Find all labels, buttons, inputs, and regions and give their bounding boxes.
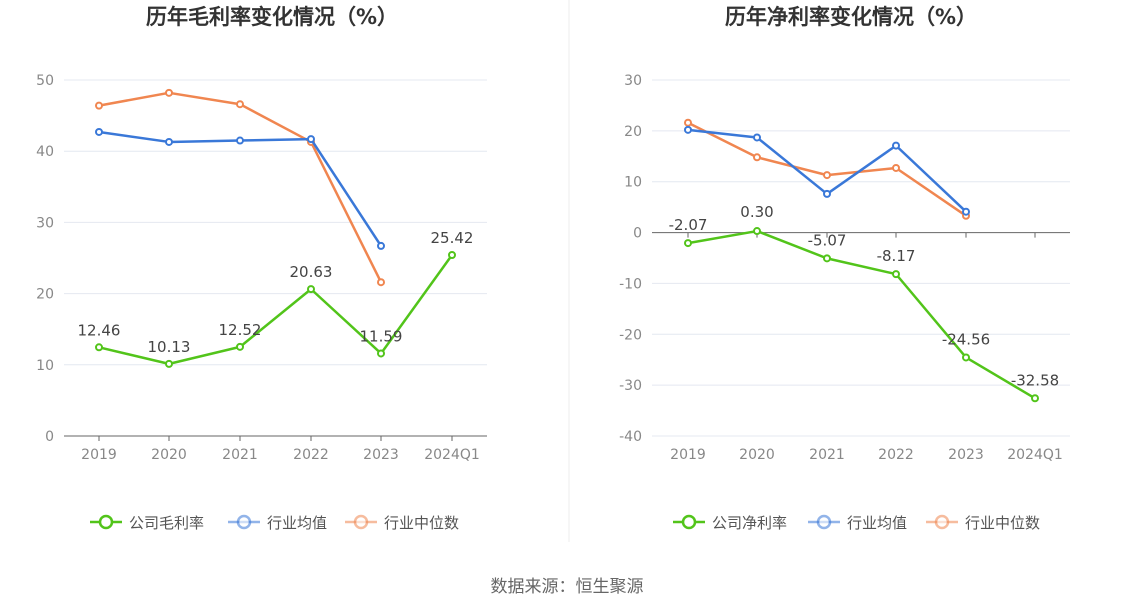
- data-label: 20.63: [290, 263, 333, 281]
- y-tick-label: 20: [624, 124, 642, 140]
- data-point-industry_median: [236, 100, 244, 109]
- series-line-company: [687, 229, 1036, 400]
- legend-marker-icon: [98, 514, 114, 530]
- legend-marker-icon: [353, 514, 369, 530]
- series-line-industry_median: [98, 91, 383, 283]
- data-point-industry_avg: [236, 136, 244, 145]
- data-point-industry_avg: [823, 189, 831, 198]
- data-label: -32.58: [1011, 371, 1059, 389]
- chart-title: 历年净利率变化情况（%）: [725, 5, 977, 29]
- data-point-company: [962, 353, 970, 362]
- data-label: -2.07: [669, 216, 708, 234]
- legend-label: 行业均值: [847, 514, 907, 532]
- data-point-company: [95, 343, 103, 352]
- series-line-company: [98, 254, 454, 366]
- data-point-industry_median: [95, 101, 103, 110]
- data-point-company: [448, 251, 456, 260]
- legend-item-company[interactable]: 公司毛利率: [90, 514, 204, 532]
- x-tick-label: 2024Q1: [1007, 447, 1063, 463]
- x-tick-label: 2022: [878, 447, 914, 463]
- x-tick-label: 2024Q1: [424, 447, 480, 463]
- chart-net-margin: 历年净利率变化情况（%） -40 -30 -20 -10 0 10 20 30 2019 2020 2…: [619, 5, 1070, 532]
- data-point-company: [684, 239, 692, 248]
- legend-label: 公司毛利率: [129, 514, 204, 532]
- data-point-company: [892, 270, 900, 279]
- source-note: 数据来源：恒生聚源: [491, 577, 644, 597]
- y-tick-label: 10: [36, 358, 54, 374]
- legend-item-industry_median[interactable]: 行业中位数: [926, 514, 1040, 532]
- data-label: -5.07: [808, 231, 847, 249]
- data-point-industry_avg: [753, 133, 761, 142]
- data-point-industry_median: [684, 118, 692, 127]
- data-point-company: [165, 359, 173, 368]
- y-tick-label: 20: [36, 287, 54, 303]
- y-tick-label: 0: [633, 226, 642, 242]
- y-tick-label: 40: [36, 144, 54, 160]
- legend-item-industry_median[interactable]: 行业中位数: [345, 514, 459, 532]
- data-label: -8.17: [877, 247, 916, 265]
- data-point-industry_avg: [962, 207, 970, 216]
- legend-marker-icon: [934, 514, 950, 530]
- y-tick-label: 30: [36, 215, 54, 231]
- legend-marker-icon: [681, 514, 697, 530]
- data-point-industry_avg: [95, 127, 103, 136]
- legend-label: 公司净利率: [712, 514, 787, 532]
- y-tick-label: -10: [619, 276, 642, 292]
- data-point-industry_avg: [307, 135, 315, 144]
- legend-label: 行业中位数: [965, 514, 1040, 532]
- series-line-industry_avg: [687, 128, 967, 213]
- y-tick-label: -30: [619, 378, 642, 394]
- legend-label: 行业中位数: [384, 514, 459, 532]
- data-point-industry_median: [823, 171, 831, 180]
- y-tick-label: -40: [619, 429, 642, 445]
- legend-marker-icon: [816, 514, 832, 530]
- legend-label: 行业均值: [267, 514, 327, 532]
- series-line-industry_avg: [98, 130, 383, 247]
- data-point-industry_avg: [684, 125, 692, 134]
- data-point-industry_avg: [165, 137, 173, 146]
- y-tick-label: 30: [624, 73, 642, 89]
- data-label: 12.46: [78, 321, 121, 339]
- y-tick-label: 10: [624, 175, 642, 191]
- data-point-industry_median: [892, 163, 900, 172]
- y-tick-label: -20: [619, 327, 642, 343]
- data-point-industry_median: [753, 153, 761, 162]
- data-label: 0.30: [740, 203, 773, 221]
- data-point-industry_avg: [892, 141, 900, 150]
- legend-item-company[interactable]: 公司净利率: [673, 514, 787, 532]
- data-label: 12.52: [219, 321, 262, 339]
- data-point-industry_median: [165, 88, 173, 97]
- data-point-industry_median: [377, 278, 385, 287]
- y-tick-label: 0: [45, 429, 54, 445]
- chart-gross-margin: 历年毛利率变化情况（%） 0 10 20 30 40 50 2019 2020 2021 2022 2…: [36, 5, 487, 532]
- data-label: 25.42: [431, 229, 474, 247]
- x-tick-label: 2021: [222, 447, 258, 463]
- data-point-company: [753, 227, 761, 236]
- series-line-industry_median: [687, 121, 967, 217]
- x-tick-label: 2021: [809, 447, 845, 463]
- data-point-company: [377, 349, 385, 358]
- chart-title: 历年毛利率变化情况（%）: [146, 5, 398, 29]
- x-tick-label: 2020: [151, 447, 187, 463]
- data-point-industry_avg: [377, 241, 385, 250]
- x-tick-label: 2023: [948, 447, 984, 463]
- x-tick-label: 2019: [81, 447, 117, 463]
- legend-item-industry_avg[interactable]: 行业均值: [808, 514, 907, 532]
- data-point-company: [307, 285, 315, 294]
- legend-item-industry_avg[interactable]: 行业均值: [228, 514, 327, 532]
- x-tick-label: 2022: [293, 447, 329, 463]
- y-tick-label: 50: [36, 73, 54, 89]
- data-label: 10.13: [148, 338, 191, 356]
- data-label: -24.56: [942, 330, 990, 348]
- x-tick-label: 2019: [670, 447, 706, 463]
- data-label: 11.59: [360, 327, 403, 345]
- legend-marker-icon: [236, 514, 252, 530]
- x-tick-label: 2023: [363, 447, 399, 463]
- data-point-company: [1031, 394, 1039, 403]
- data-point-company: [236, 342, 244, 351]
- data-point-company: [823, 254, 831, 263]
- x-tick-label: 2020: [739, 447, 775, 463]
